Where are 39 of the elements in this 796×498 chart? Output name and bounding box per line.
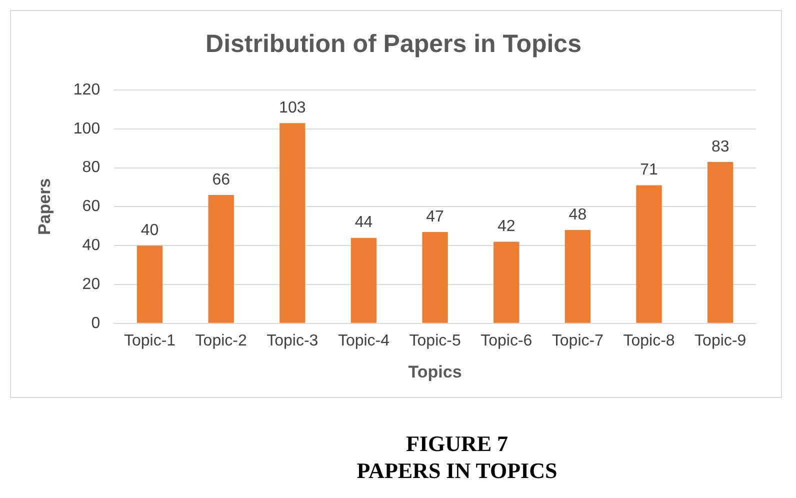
- y-tick-label: 120: [73, 81, 100, 98]
- x-axis-title: Topics: [408, 362, 462, 382]
- data-label: 40: [140, 222, 159, 240]
- x-tick-label: Topic-9: [694, 332, 746, 350]
- data-label: 83: [711, 138, 730, 156]
- data-label: 42: [497, 218, 516, 236]
- x-tick-label: Topic-4: [338, 332, 390, 350]
- x-tick-label: Topic-7: [552, 332, 604, 350]
- data-label: 71: [640, 162, 658, 179]
- bar: [136, 246, 163, 323]
- x-tick-label: Topic-6: [480, 332, 532, 350]
- y-tick-label: 80: [82, 159, 100, 176]
- bar: [564, 230, 591, 323]
- y-tick-label: 0: [91, 314, 100, 332]
- x-tick-label: Topic-3: [266, 332, 318, 350]
- data-label: 48: [568, 206, 587, 224]
- caption: FIGURE 7: [404, 430, 510, 457]
- y-tick-label: 100: [73, 120, 100, 138]
- chart-title: Distribution of Papers in Topics: [206, 30, 582, 58]
- data-label: 44: [354, 214, 373, 232]
- bar: [636, 185, 662, 323]
- data-label: 103: [279, 99, 306, 116]
- bar: [280, 123, 306, 323]
- bar: [494, 242, 520, 323]
- bar: [422, 232, 448, 323]
- y-axis-title: Papers: [34, 178, 54, 236]
- y-tick-label: 40: [82, 237, 100, 254]
- y-tick-label: 60: [82, 198, 100, 216]
- bar: [708, 162, 734, 323]
- x-tick-label: Topic-5: [409, 332, 461, 350]
- bar: [208, 195, 234, 323]
- x-tick-label: Topic-1: [124, 332, 176, 350]
- y-tick-label: 20: [82, 276, 100, 293]
- bar: [350, 238, 377, 323]
- data-label: 66: [212, 171, 230, 188]
- x-tick-label: Topic-2: [195, 332, 247, 350]
- text: PAPERS IN TOPICS: [356, 457, 558, 484]
- x-tick-label: Topic-8: [623, 332, 675, 350]
- data-label: 47: [426, 208, 444, 226]
